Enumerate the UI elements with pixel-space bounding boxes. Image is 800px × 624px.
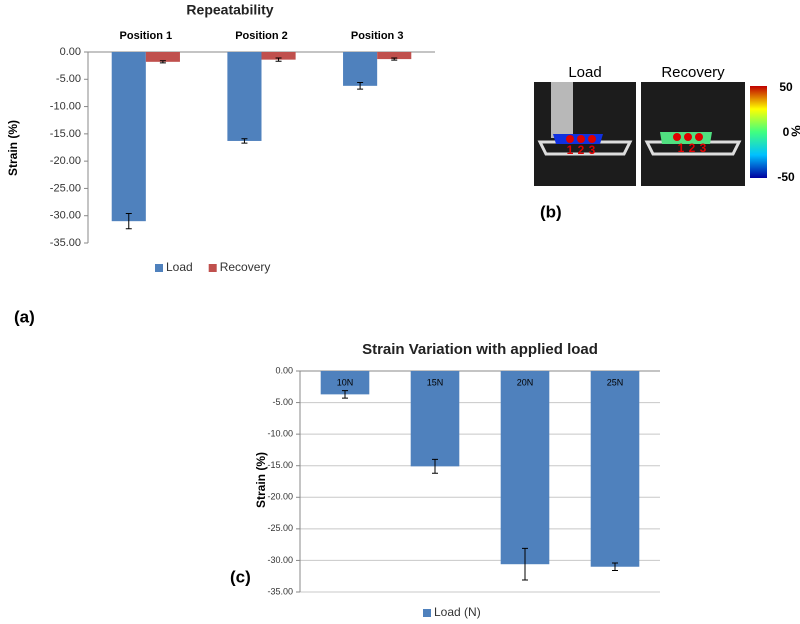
y-tick-label: -25.00 [50,182,81,194]
x-tick-label: Position 2 [235,30,288,42]
point-label: 3 [700,141,707,155]
x-tick-label: 20N [517,377,534,387]
y-tick-label: -20.00 [50,155,81,167]
bar [227,52,262,141]
y-tick-label: -35.00 [267,586,293,596]
point-label: 2 [689,141,696,155]
x-tick-label: Position 1 [120,30,173,42]
legend-swatch [208,264,217,272]
chart-title: Strain Variation with applied load [362,341,598,358]
bar [590,371,640,567]
point [673,133,681,141]
point-label: 1 [567,143,574,157]
error-bar [391,57,398,61]
x-tick-label: 10N [337,377,354,387]
error-bar [275,57,282,62]
probe [551,82,573,138]
point [684,133,692,141]
x-tick-label: 15N [427,377,444,387]
error-bar [432,458,438,474]
legend-swatch [155,264,163,272]
bar [500,371,550,565]
image-title: Load [568,64,601,81]
colorbar-tick-label: 0 [783,125,790,139]
y-tick-label: -5.00 [56,73,81,85]
error-bar [522,547,528,581]
bar [410,371,460,467]
error-bar [342,390,348,399]
colorbar-label: % [789,125,800,137]
x-tick-label: 25N [607,377,624,387]
error-bar [125,213,132,230]
panel-label: (a) [14,307,35,326]
legend-label: Recovery [220,260,271,274]
bar [261,52,296,60]
colorbar-tick-label: -50 [777,170,795,184]
image-panel [534,82,767,186]
error-bar [159,60,166,64]
legend-label: Load [166,260,193,274]
error-bar [241,138,248,144]
bar [320,371,370,395]
y-tick-label: -30.00 [50,210,81,222]
point [588,135,596,143]
point-label: 1 [678,141,685,155]
point [577,135,585,143]
y-tick-label: -35.00 [50,237,81,249]
panel-label: (b) [540,202,562,221]
y-tick-label: -30.00 [267,555,293,565]
x-tick-label: Position 3 [351,30,404,42]
legend-swatch [423,609,431,617]
bar [343,52,378,86]
y-tick-label: -15.00 [267,460,293,470]
y-tick-label: -20.00 [267,492,293,502]
point-label: 2 [578,143,585,157]
legend-label: Load (N) [434,605,481,619]
y-tick-label: -15.00 [50,128,81,140]
panel-label: (c) [230,567,251,586]
image-title: Recovery [661,64,725,81]
y-axis-label: Strain (%) [254,452,268,508]
point [566,135,574,143]
bar [377,52,412,60]
bar [111,52,146,222]
point-label: 3 [589,143,596,157]
y-tick-label: 0.00 [60,46,81,58]
y-tick-label: 0.00 [275,365,293,375]
y-tick-label: -10.00 [50,100,81,112]
y-tick-label: -10.00 [267,429,293,439]
point [695,133,703,141]
y-tick-label: -25.00 [267,523,293,533]
colorbar [750,86,767,178]
bar [145,52,180,62]
colorbar-tick-label: 50 [779,80,793,94]
chart-title: Repeatability [186,2,273,18]
error-bar [357,82,364,90]
error-bar [612,562,618,572]
y-axis-label: Strain (%) [6,120,20,176]
y-tick-label: -5.00 [272,397,293,407]
